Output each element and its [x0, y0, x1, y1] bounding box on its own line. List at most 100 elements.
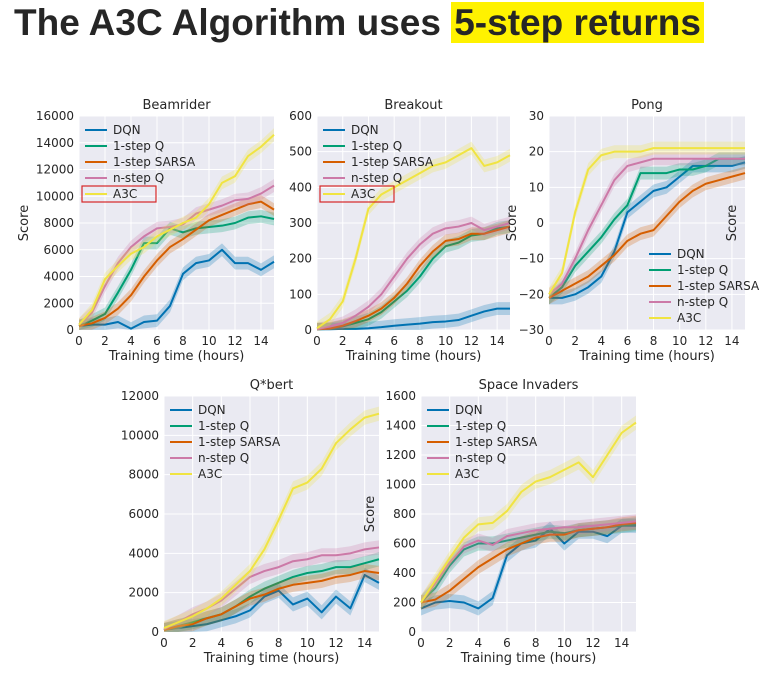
series-band-1-step-sarsa [79, 195, 274, 330]
x-tick-label: 4 [475, 636, 483, 650]
x-tick-label: 12 [328, 636, 343, 650]
x-tick-label: 14 [253, 334, 268, 348]
x-tick-label: 14 [489, 334, 504, 348]
x-axis-label: Training time (hours) [108, 349, 245, 364]
y-tick-label: 500 [289, 145, 312, 159]
legend-label: DQN [455, 403, 483, 417]
y-tick-label: 8000 [43, 216, 74, 230]
legend-label: 1-step Q [113, 139, 164, 153]
x-tick-label: 2 [339, 334, 347, 348]
series-line-n-step-q [316, 222, 511, 331]
x-tick-label: 8 [275, 636, 283, 650]
series-band-1-step-sarsa [549, 166, 745, 305]
x-tick-label: 6 [503, 636, 511, 650]
series-band-n-step-q [79, 179, 274, 330]
series-line-a3c [316, 147, 511, 330]
legend-label: 1-step SARSA [113, 155, 196, 169]
y-tick-label: 4000 [128, 546, 159, 560]
series-band-n-step-q [421, 514, 636, 610]
series-band-a3c [421, 415, 636, 610]
x-tick-label: 10 [438, 334, 453, 348]
chart-title: Space Invaders [479, 378, 579, 393]
legend-highlight-box [319, 185, 395, 203]
y-axis-label: Score [363, 496, 378, 532]
x-tick-label: 2 [101, 334, 109, 348]
legend-label: A3C [113, 187, 137, 201]
series-line-1-step-sarsa [78, 200, 275, 327]
x-tick-label: 14 [357, 636, 372, 650]
series-band-dqn [79, 243, 274, 330]
x-tick-label: 14 [614, 636, 629, 650]
series-line-n-step-q [420, 520, 637, 604]
series-line-1-step-q [548, 157, 745, 299]
y-tick-label: 400 [289, 180, 312, 194]
y-tick-label: 20 [529, 145, 544, 159]
legend-label: 1-step SARSA [455, 435, 538, 449]
x-tick-label: 4 [365, 334, 373, 348]
x-axis-label: Training time (hours) [203, 651, 340, 666]
y-tick-label: 600 [289, 109, 312, 123]
legend-label: 1-step Q [198, 419, 249, 433]
series-band-n-step-q [549, 152, 745, 301]
series-line-1-step-sarsa [316, 225, 511, 331]
y-tick-label: 4000 [43, 270, 74, 284]
series-line-n-step-q [548, 157, 745, 296]
y-tick-label: 0 [536, 216, 544, 230]
series-band-dqn [421, 518, 636, 616]
series-line-1-step-q [78, 215, 275, 327]
chart-title: Breakout [384, 98, 442, 113]
y-tick-label: 10 [529, 180, 544, 194]
series-band-dqn [549, 155, 745, 305]
y-tick-label: 8000 [128, 468, 159, 482]
slide-title: The A3C Algorithm uses 5-step returns [14, 2, 704, 44]
legend-label: DQN [113, 123, 141, 137]
x-tick-label: 10 [300, 636, 315, 650]
y-tick-label: 16000 [36, 109, 74, 123]
series-line-1-step-sarsa [548, 172, 746, 299]
series-line-a3c [420, 421, 637, 604]
y-tick-label: 0 [304, 323, 312, 337]
x-tick-label: 0 [417, 636, 425, 650]
chart-space-invaders: 0 2 4 6 8 10 12 14 0 200 400 600 800 1000 1200 1400 1600… [363, 378, 637, 666]
series-band-1-step-q [421, 517, 636, 610]
x-axis-label: Training time (hours) [345, 349, 482, 364]
title-prefix: The A3C Algorithm uses [14, 2, 441, 43]
legend-label: DQN [677, 247, 705, 261]
x-tick-label: 4 [218, 636, 226, 650]
y-tick-label: 12000 [36, 163, 74, 177]
series-line-dqn [420, 524, 636, 610]
legend-label: n-step Q [455, 451, 506, 465]
y-tick-label: 600 [393, 537, 416, 551]
y-axis-label: Score [725, 205, 740, 241]
x-tick-label: 0 [545, 334, 553, 348]
x-tick-label: 2 [189, 636, 197, 650]
legend-label: 1-step SARSA [198, 435, 281, 449]
series-line-a3c [548, 147, 745, 295]
x-tick-label: 10 [557, 636, 572, 650]
series-line-a3c [163, 412, 380, 629]
legend-label: DQN [351, 123, 379, 137]
legend-label: 1-step Q [455, 419, 506, 433]
y-tick-label: 14000 [36, 136, 74, 150]
x-tick-label: 8 [532, 636, 540, 650]
y-tick-label: 6000 [43, 243, 74, 257]
legend-label: 1-step SARSA [351, 155, 434, 169]
y-tick-label: 200 [289, 252, 312, 266]
legend-label: n-step Q [677, 295, 728, 309]
legend-label: n-step Q [113, 171, 164, 185]
y-tick-label: 6000 [128, 507, 159, 521]
series-line-dqn [549, 161, 746, 299]
series-line-1-step-sarsa [163, 570, 380, 631]
x-tick-label: 0 [75, 334, 83, 348]
y-tick-label: −20 [519, 287, 544, 301]
series-line-dqn [317, 307, 510, 331]
x-tick-label: 8 [179, 334, 187, 348]
x-tick-label: 8 [416, 334, 424, 348]
y-tick-label: 1600 [385, 389, 416, 403]
y-tick-label: 2000 [128, 586, 159, 600]
x-tick-label: 8 [650, 334, 658, 348]
x-tick-label: 12 [464, 334, 479, 348]
title-highlight: 5-step returns [451, 2, 704, 43]
x-tick-label: 4 [597, 334, 605, 348]
